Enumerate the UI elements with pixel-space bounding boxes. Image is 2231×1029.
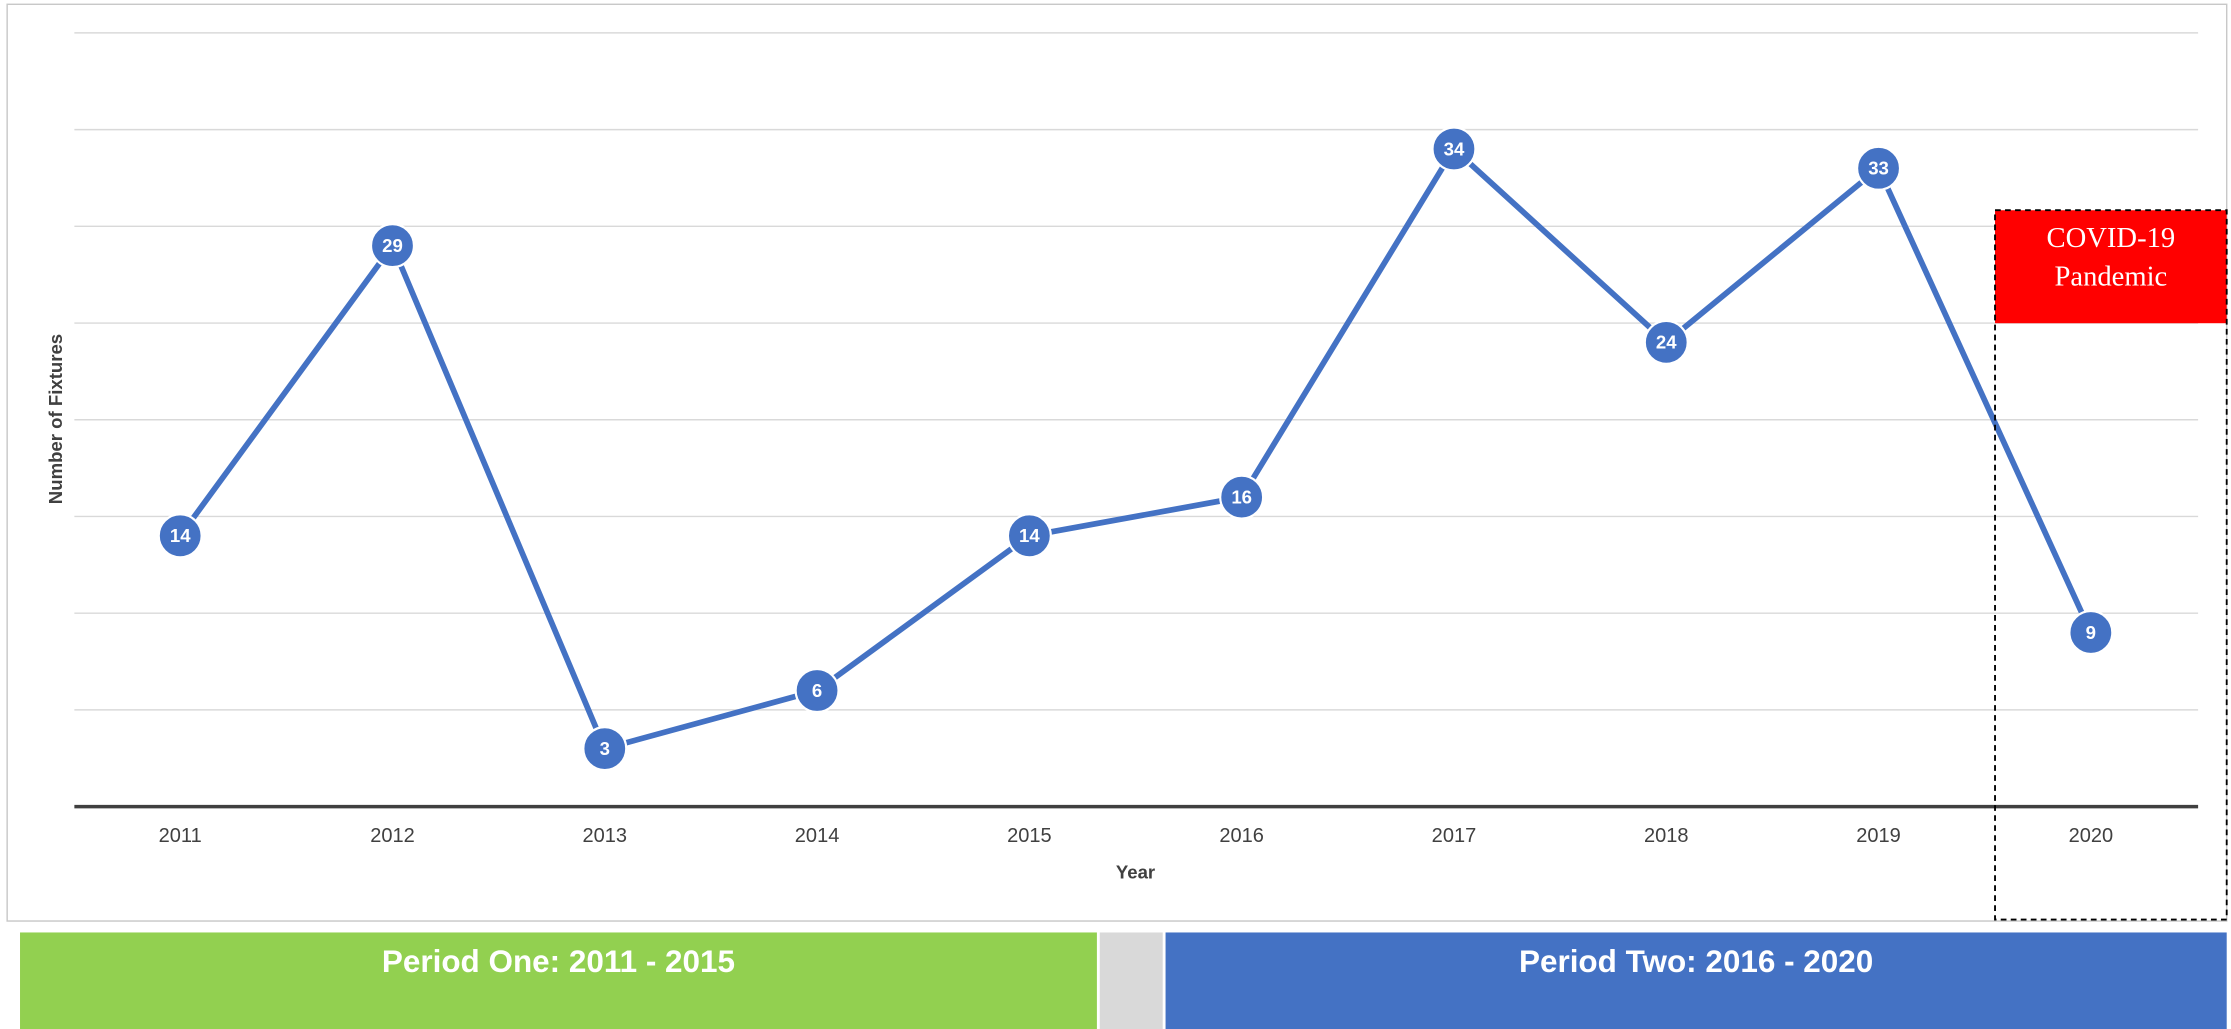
- annotation-text: Pandemic: [2054, 261, 2167, 292]
- x-tick-label: 2011: [159, 825, 202, 847]
- y-axis-label: Number of Fixtures: [45, 334, 66, 504]
- period-bar: [20, 932, 1097, 1029]
- data-label: 29: [382, 235, 403, 256]
- plot: 14 29 3 6 14 16 34 24 33 9: [157, 126, 2114, 772]
- marker: [1643, 319, 1689, 365]
- period-label: Period Two: 2016 - 2020: [1519, 944, 1873, 979]
- data-label: 14: [170, 525, 191, 546]
- marker: [157, 513, 203, 559]
- x-tick-label: 2019: [1856, 825, 1901, 847]
- annotation-text: COVID-19: [2047, 223, 2176, 254]
- x-tick-label: 2015: [1007, 825, 1052, 847]
- periods: Period One: 2011 - 2015 Period Two: 2016 …: [20, 932, 2227, 1029]
- grid: [74, 32, 2199, 809]
- marker: [794, 668, 840, 714]
- marker: [1431, 126, 1477, 172]
- marker: [369, 223, 416, 269]
- marker: [2068, 609, 2114, 656]
- data-label: 16: [1231, 486, 1252, 507]
- period-bar: [1165, 932, 2227, 1029]
- marker: [582, 726, 628, 772]
- data-label: 14: [1019, 525, 1040, 546]
- x-tick-label: 2020: [2069, 825, 2114, 847]
- x-tick-label: 2013: [583, 825, 628, 847]
- data-label: 3: [600, 738, 610, 759]
- data-label: 33: [1868, 158, 1889, 179]
- period-label: Period One: 2011 - 2015: [382, 944, 735, 979]
- marker: [1219, 474, 1265, 520]
- marker: [1856, 145, 1902, 191]
- data-label: 6: [812, 680, 822, 701]
- x-tick-label: 2014: [795, 825, 840, 847]
- data-label: 34: [1444, 138, 1465, 159]
- x-axis-label: Year: [1116, 862, 1155, 883]
- x-tick-label: 2018: [1644, 825, 1689, 847]
- chart-border: [6, 3, 2228, 922]
- x-tick-label: 2012: [370, 825, 415, 847]
- x-tick-label: 2017: [1432, 825, 1477, 847]
- marker: [1006, 513, 1052, 559]
- data-label: 9: [2086, 622, 2096, 643]
- annotation-box: [1995, 210, 2227, 324]
- x-tick-label: 2016: [1219, 825, 1264, 847]
- data-label: 24: [1656, 332, 1677, 353]
- period-gap: [1099, 932, 1163, 1029]
- line: [177, 146, 2094, 752]
